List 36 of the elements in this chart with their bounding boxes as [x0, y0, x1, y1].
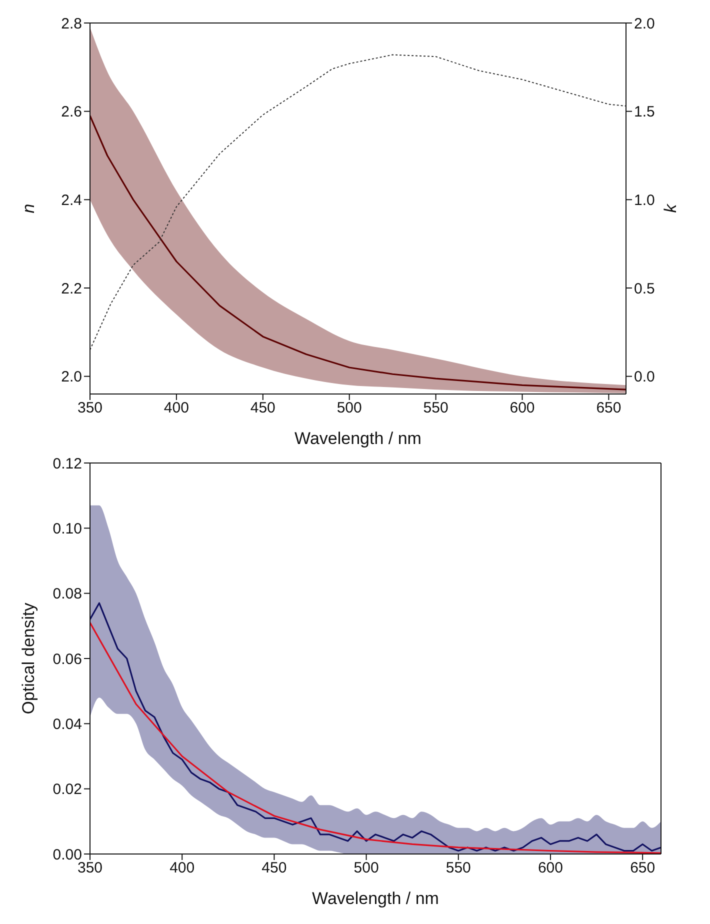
y2-tick-label: 0.5 [634, 280, 655, 298]
x-tick-label: 650 [596, 400, 622, 417]
x-tick-label: 500 [354, 860, 379, 877]
y-axis-title: n [19, 204, 38, 214]
y-tick-label: 0.02 [52, 781, 82, 798]
x-tick-label: 550 [446, 860, 471, 877]
y2-tick-label: 1.5 [634, 104, 655, 121]
y2-axis-title: k [661, 202, 680, 213]
y-tick-label: 0.12 [52, 455, 82, 472]
x-tick-label: 350 [77, 400, 103, 417]
line-series [90, 54, 626, 350]
y-tick-label: 2.8 [61, 15, 82, 32]
x-tick-label: 500 [336, 400, 362, 417]
x-axis-title: Wavelength / nm [312, 889, 439, 908]
y-axis-title: Optical density [19, 602, 38, 714]
x-tick-label: 450 [262, 860, 287, 877]
y-tick-label: 2.6 [61, 104, 82, 121]
y2-tick-label: 2.0 [634, 15, 655, 32]
y-tick-label: 0.06 [52, 650, 82, 668]
y-tick-label: 0.08 [52, 586, 82, 603]
x-tick-label: 400 [170, 860, 195, 877]
y-tick-label: 0.04 [52, 716, 82, 733]
y2-tick-label: 1.0 [634, 192, 655, 209]
x-tick-label: 650 [630, 860, 656, 877]
x-tick-label: 400 [164, 400, 189, 417]
x-axis-title: Wavelength / nm [294, 429, 422, 448]
y-tick-label: 2.0 [61, 368, 82, 386]
y-tick-label: 0.10 [52, 520, 82, 538]
y2-tick-label: 0.0 [634, 368, 655, 386]
line-series [90, 114, 626, 390]
x-tick-label: 600 [510, 400, 535, 417]
y-tick-label: 2.4 [61, 192, 82, 209]
x-tick-label: 600 [538, 860, 563, 877]
x-tick-label: 550 [423, 400, 448, 417]
y-tick-label: 2.2 [61, 280, 82, 298]
x-tick-label: 450 [250, 400, 276, 417]
